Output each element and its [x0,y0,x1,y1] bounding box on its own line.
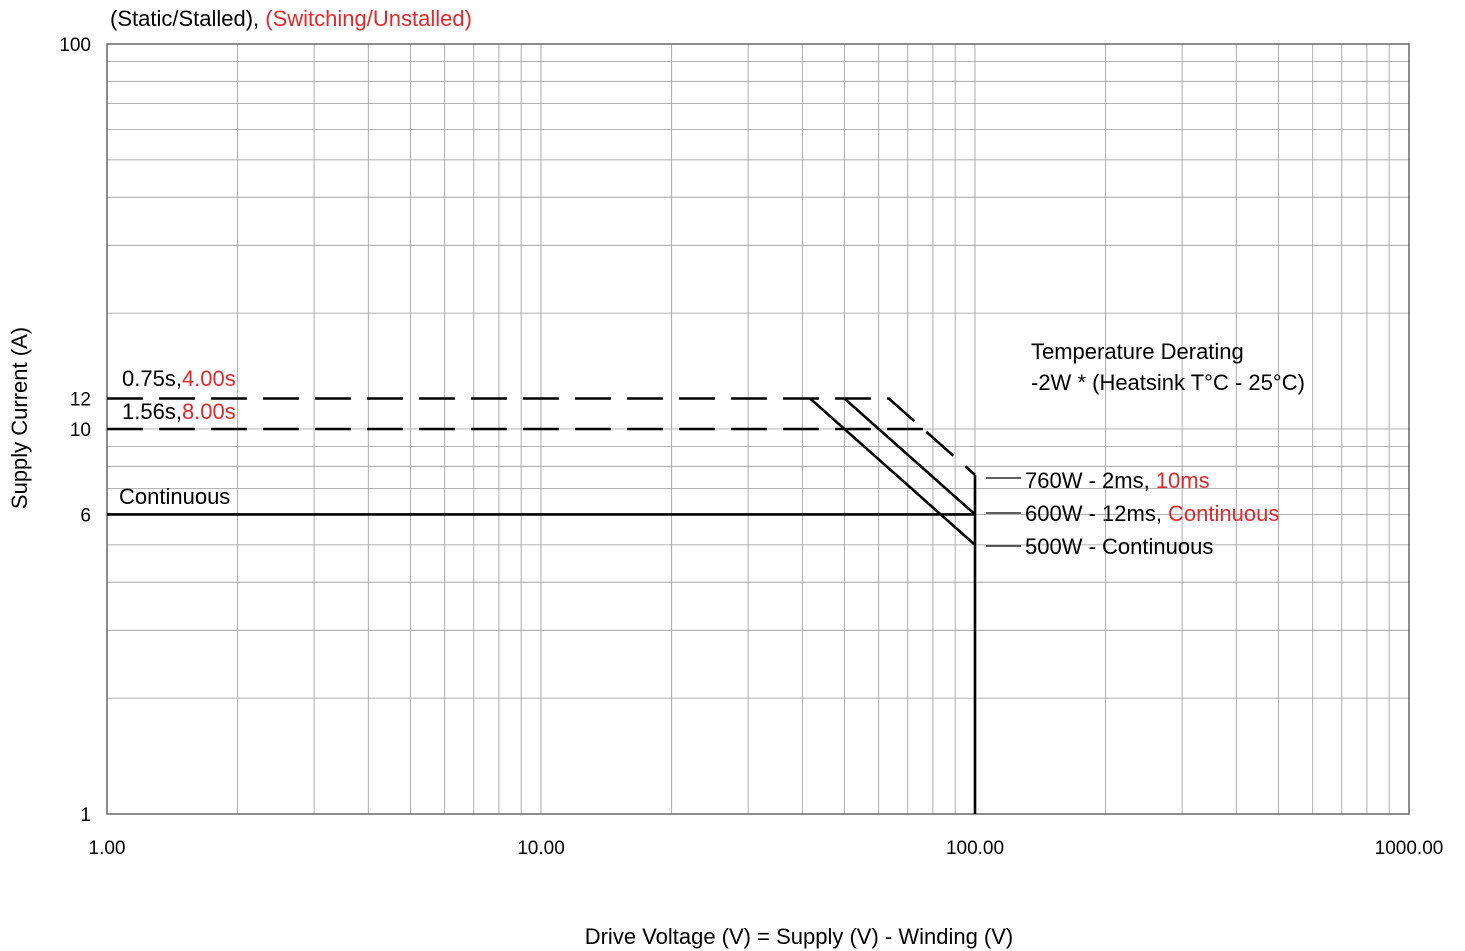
annotation-derating-formula: -2W * (Heatsink T°C - 25°C) [1031,370,1305,395]
x-tick-label: 10.00 [517,838,565,859]
y-axis-label: Supply Current (A) [7,327,32,509]
annotation-derating-title: Temperature Derating [1031,339,1244,364]
y-tick-label: 12 [70,390,91,411]
series-line-4 [809,397,976,546]
x-tick-label: 100.00 [946,838,1004,859]
annotation-dash-10: 1.56s,8.00s [122,399,236,424]
chart-series [107,397,977,814]
y-tick-label: 1 [80,805,91,826]
annotation-600w-static: 600W - 12ms, [1025,501,1168,526]
annotation-dash-12-switching: 4.00s [182,366,236,391]
subtitle-static: (Static/Stalled), [110,6,265,31]
annotation-dash-10-static: 1.56s, [122,399,182,424]
y-tick-label: 10 [70,420,91,441]
x-tick-labels: 1.00 10.00 100.00 1000.00 [89,838,1444,859]
annotation-dash-10-switching: 8.00s [182,399,236,424]
annotation-600w: 600W - 12ms, Continuous [1025,501,1279,526]
series-line-5 [843,397,976,516]
annotation-600w-switching: Continuous [1168,501,1279,526]
chart-subtitle: (Static/Stalled), (Switching/Unstalled) [110,6,472,31]
annotation-500w-static: 500W - Continuous [1025,534,1213,559]
annotation-dash-12: 0.75s,4.00s [122,366,236,391]
annotation-dash-12-static: 0.75s, [122,366,182,391]
y-tick-labels: 1 6 10 12 100 [59,35,91,826]
subtitle-switching: (Switching/Unstalled) [265,6,472,31]
annotation-760w-static: 760W - 2ms, [1025,468,1156,493]
y-tick-label: 6 [80,505,91,526]
x-tick-label: 1.00 [89,838,126,859]
x-axis-label: Drive Voltage (V) = Supply (V) - Winding… [585,924,1014,949]
x-tick-label: 1000.00 [1375,838,1444,859]
annotation-760w-switching: 10ms [1156,468,1210,493]
annotation-continuous: Continuous [119,484,230,509]
series-line-1 [107,397,976,476]
annotation-500w: 500W - Continuous [1025,534,1213,559]
annotation-760w: 760W - 2ms, 10ms [1025,468,1210,493]
y-tick-label: 100 [59,35,91,56]
